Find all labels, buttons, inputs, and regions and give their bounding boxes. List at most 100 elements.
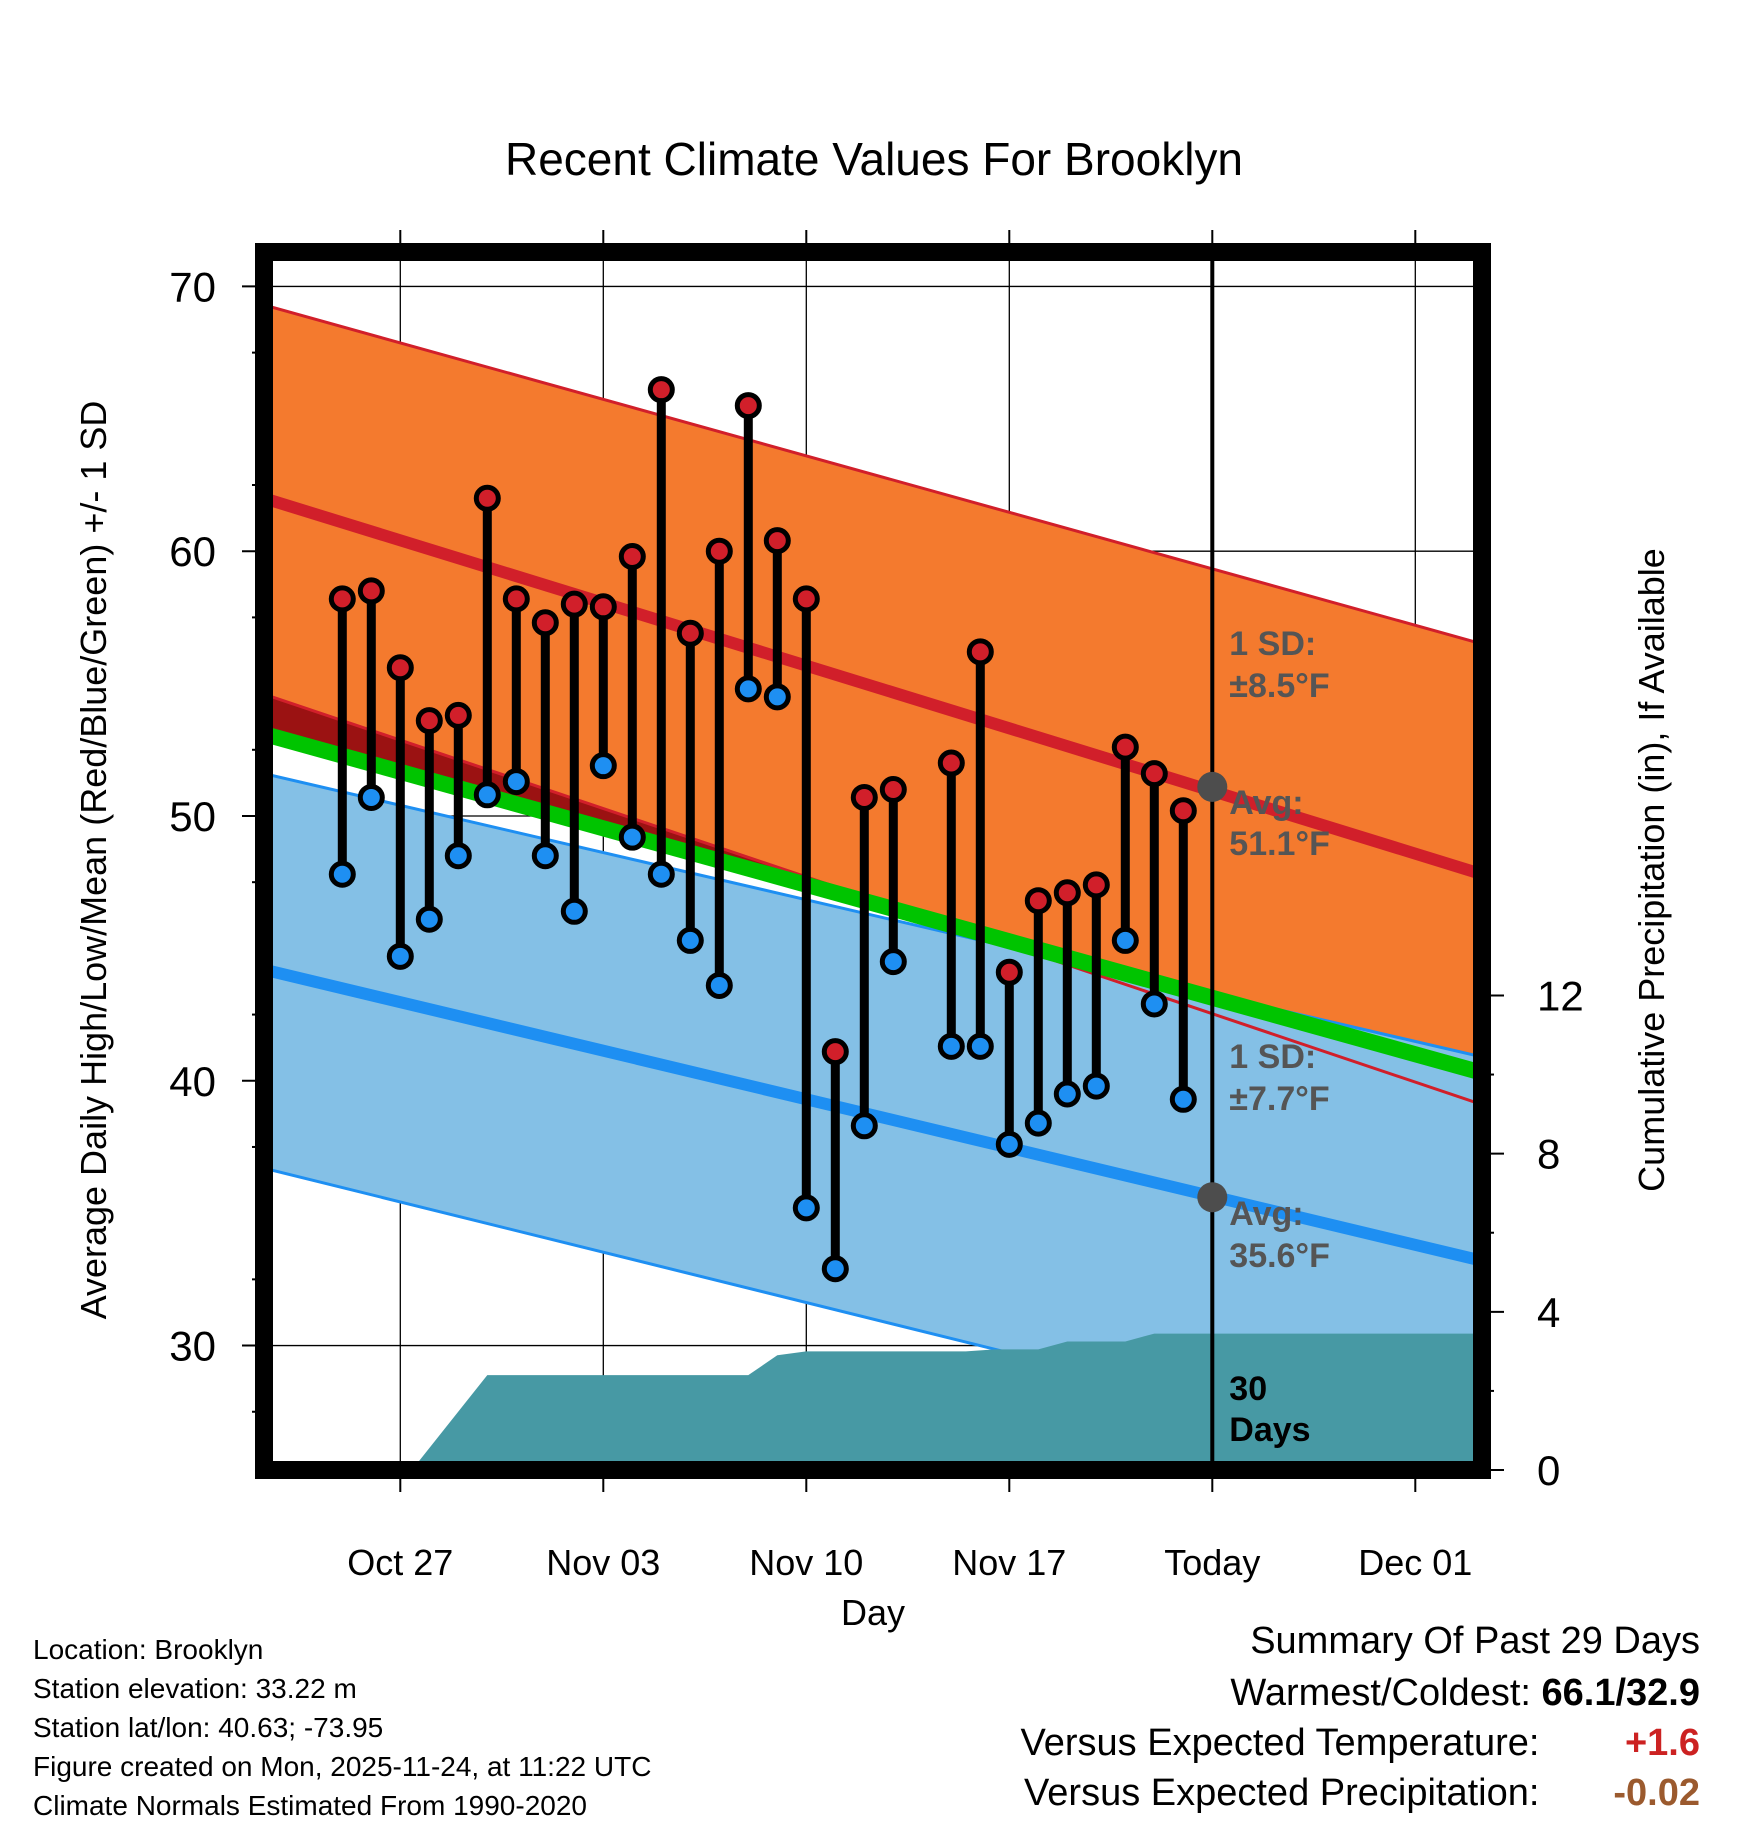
summary-precip: Versus Expected Precipitation: -0.02 (1024, 1772, 1700, 1815)
days-word: Days (1229, 1411, 1310, 1449)
daily-high-point (734, 392, 762, 420)
y-left-tick-label: 50 (169, 793, 216, 840)
low-normal-line (264, 963, 1482, 1267)
y-left-tick-label: 60 (169, 528, 216, 575)
daily-low-point (647, 860, 675, 888)
daily-low-point (1169, 1085, 1197, 1113)
daily-high-point (531, 609, 559, 637)
daily-low-point (937, 1032, 965, 1060)
daily-high-point (502, 585, 530, 613)
y-axis-right-label: Cumulative Precipitation (in), If Availa… (1631, 548, 1672, 1192)
high-normal-line (264, 492, 1482, 880)
daily-low-point (1024, 1109, 1052, 1137)
daily-high-point (676, 619, 704, 647)
daily-low-point (444, 842, 472, 870)
high-avg-value: 51.1°F (1229, 825, 1330, 863)
y-right-tick-label: 8 (1537, 1131, 1560, 1178)
today-high-avg-marker (1197, 771, 1228, 802)
daily-high-point (995, 958, 1023, 986)
daily-low-point (328, 860, 356, 888)
daily-low-point (1053, 1080, 1081, 1108)
daily-low-point (850, 1112, 878, 1140)
y-right-tick-label: 12 (1537, 972, 1584, 1019)
daily-high-point (618, 543, 646, 570)
daily-high-point (589, 593, 617, 621)
days-count: 30 (1229, 1370, 1267, 1408)
daily-low-point (821, 1255, 849, 1283)
plot-frame (255, 243, 1491, 1479)
x-axis-label: Day (841, 1592, 905, 1633)
x-tick-label: Dec 01 (1358, 1542, 1472, 1583)
high-sd-title: 1 SD: (1229, 625, 1316, 663)
temp-label: Versus Expected Temperature: (1020, 1722, 1540, 1764)
today-low-avg-marker (1197, 1182, 1228, 1213)
daily-low-point (995, 1130, 1023, 1158)
daily-high-point (1140, 760, 1168, 788)
y-right-tick-label: 0 (1537, 1447, 1560, 1494)
daily-high-point (966, 638, 994, 666)
daily-high-point (792, 585, 820, 613)
daily-high-point (879, 776, 907, 804)
summary-temp: Versus Expected Temperature: +1.6 (1021, 1722, 1700, 1765)
created-text: Figure created on Mon, 2025-11-24, at 11… (33, 1751, 652, 1782)
daily-low-point (473, 781, 501, 809)
daily-low-point (502, 768, 530, 796)
daily-low-point (676, 926, 704, 954)
x-tick-label: Nov 10 (749, 1542, 863, 1583)
precip-label: Versus Expected Precipitation: (1024, 1772, 1540, 1814)
daily-low-point (560, 897, 588, 925)
temp-value: +1.6 (1624, 1722, 1700, 1764)
location-text: Location: Brooklyn (33, 1634, 264, 1665)
daily-low-point (415, 905, 443, 933)
daily-low-point (357, 783, 385, 811)
normals-text: Climate Normals Estimated From 1990-2020 (33, 1790, 587, 1821)
daily-low-point (879, 948, 907, 976)
daily-high-point (1111, 733, 1139, 761)
daily-high-point (1169, 797, 1197, 825)
daily-high-point (1024, 887, 1052, 915)
daily-low-point (966, 1032, 994, 1060)
daily-high-point (821, 1038, 849, 1066)
elevation-text: Station elevation: 33.22 m (33, 1673, 357, 1704)
daily-low-point (792, 1194, 820, 1222)
daily-high-point (705, 537, 733, 565)
daily-low-point (1082, 1072, 1110, 1100)
daily-low-point (386, 942, 414, 970)
x-tick-label: Oct 27 (347, 1542, 453, 1583)
daily-high-point (1082, 871, 1110, 899)
daily-high-point (937, 749, 965, 777)
summary-title: Summary Of Past 29 Days (1250, 1620, 1700, 1662)
precip-value: -0.02 (1613, 1772, 1700, 1814)
high-sd-band (264, 305, 1482, 1105)
daily-low-point (1140, 990, 1168, 1018)
summary-warm-cold: Warmest/Coldest: 66.1/32.9 (1230, 1672, 1700, 1715)
low-avg-title: Avg: (1229, 1195, 1303, 1233)
y-left-tick-label: 30 (169, 1323, 216, 1370)
high-avg-title: Avg: (1229, 784, 1303, 822)
daily-high-point (560, 590, 588, 618)
low-avg-value: 35.6°F (1229, 1237, 1330, 1275)
daily-high-point (415, 707, 443, 735)
high-sd-value: ±8.5°F (1229, 667, 1329, 705)
warm-cold-label: Warmest/Coldest: (1230, 1672, 1531, 1714)
x-tick-label: Nov 03 (546, 1542, 660, 1583)
chart-title: Recent Climate Values For Brooklyn (505, 133, 1243, 185)
x-tick-label: Nov 17 (952, 1542, 1066, 1583)
daily-low-point (531, 842, 559, 870)
daily-high-point (328, 585, 356, 613)
station-info: Location: Brooklyn Station elevation: 33… (33, 1630, 651, 1825)
high-upper-line (264, 303, 1482, 646)
mean-normal-line (264, 726, 1482, 1081)
daily-low-point (589, 752, 617, 780)
y-left-tick-label: 70 (169, 263, 216, 310)
daily-high-point (386, 654, 414, 682)
y-right-tick-label: 4 (1537, 1289, 1560, 1336)
daily-high-point (763, 527, 791, 555)
latlon-text: Station lat/lon: 40.63; -73.95 (33, 1712, 384, 1743)
daily-high-point (473, 484, 501, 512)
daily-high-point (357, 577, 385, 605)
y-left-tick-label: 40 (169, 1058, 216, 1105)
daily-high-point (1053, 879, 1081, 907)
daily-low-point (705, 971, 733, 999)
